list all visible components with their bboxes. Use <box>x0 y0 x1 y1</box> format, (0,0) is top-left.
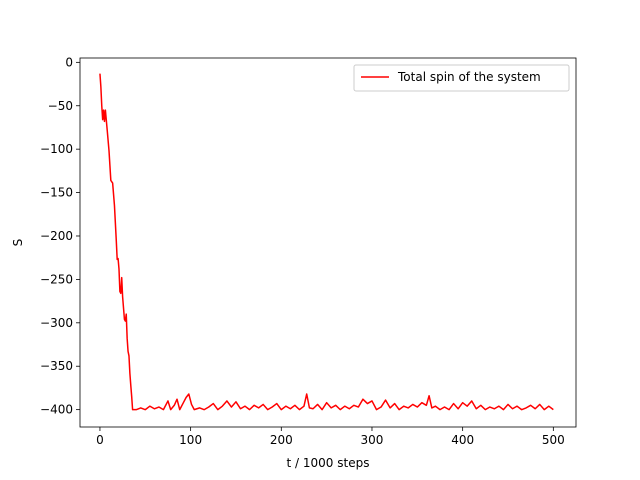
x-tick-label: 0 <box>96 433 104 447</box>
y-axis-ticks: 0 −50 −100 −150 −200 −250 −300 −350 −400 <box>40 55 80 417</box>
plot-area <box>80 58 576 427</box>
y-tick-label: −250 <box>40 272 73 286</box>
x-tick-label: 500 <box>542 433 565 447</box>
x-tick-label: 100 <box>179 433 202 447</box>
plot-frame <box>79 57 577 428</box>
x-axis-label: t / 1000 steps <box>287 456 370 470</box>
y-tick-label: −200 <box>40 229 73 243</box>
y-tick-label: −50 <box>48 99 73 113</box>
y-tick-label: 0 <box>65 55 73 69</box>
y-tick-label: −400 <box>40 403 73 417</box>
y-tick-label: −300 <box>40 316 73 330</box>
x-axis-ticks: 0 100 200 300 400 500 <box>96 427 565 447</box>
y-tick-label: −100 <box>40 142 73 156</box>
legend-entry: Total spin of the system <box>397 70 541 84</box>
y-axis-label: S <box>11 239 25 247</box>
x-tick-label: 300 <box>361 433 384 447</box>
legend: Total spin of the system <box>353 64 570 92</box>
y-tick-label: −150 <box>40 186 73 200</box>
x-tick-label: 200 <box>270 433 293 447</box>
x-tick-label: 400 <box>451 433 474 447</box>
legend-box <box>353 64 570 92</box>
series-line-0 <box>99 73 554 411</box>
y-tick-label: −350 <box>40 359 73 373</box>
series-layer <box>99 73 554 411</box>
